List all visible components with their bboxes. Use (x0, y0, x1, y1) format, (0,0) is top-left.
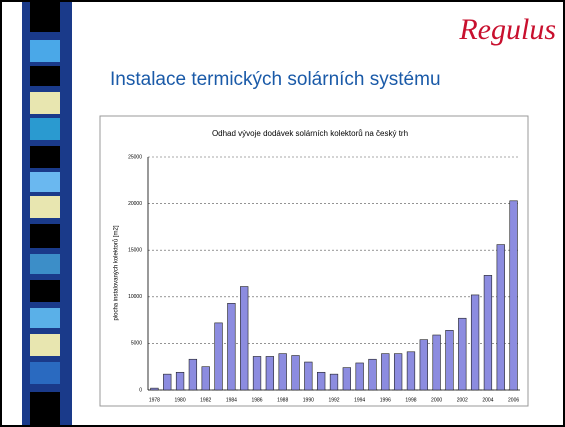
x-tick-label: 1982 (200, 397, 211, 403)
bar (214, 322, 223, 391)
decor-stripe (22, 2, 72, 425)
x-tick-label: 1980 (175, 397, 186, 403)
bar (291, 355, 300, 391)
bar (458, 317, 467, 391)
y-tick-label: 0 (139, 387, 142, 393)
bar (227, 303, 236, 391)
bar (252, 356, 262, 391)
bar (329, 373, 339, 391)
bar (406, 351, 416, 391)
x-tick-label: 1984 (226, 397, 237, 403)
y-axis-label: plocha instalovaných kolektorů [m2] (113, 225, 120, 320)
x-tick-label: 1994 (354, 397, 365, 403)
x-tick-label: 1996 (380, 397, 391, 403)
logo: Regulus (458, 13, 556, 46)
bar (304, 361, 313, 391)
bar (355, 362, 364, 391)
bar (278, 353, 287, 391)
x-tick-label: 2006 (508, 397, 519, 403)
x-tick-label: 2004 (482, 397, 493, 403)
x-tick-label: 2000 (431, 397, 442, 403)
y-tick-label: 25000 (128, 154, 142, 160)
bar (432, 334, 441, 391)
y-tick-label: 15000 (128, 248, 142, 254)
chart-title: Odhad vývoje dodávek solárních kolektorů… (212, 129, 408, 138)
slide-title: Instalace termických solárních systému (110, 69, 441, 90)
x-tick-label: 1998 (405, 397, 416, 403)
bar (163, 373, 172, 391)
bar (445, 330, 454, 391)
bar (496, 244, 505, 391)
bar (175, 371, 185, 391)
bar (419, 339, 428, 391)
bar (393, 353, 403, 391)
chart-frame (99, 115, 529, 407)
bar (150, 387, 159, 391)
bar (381, 353, 390, 391)
y-tick-label: 20000 (128, 201, 142, 207)
bar (509, 200, 518, 391)
x-tick-label: 1978 (149, 397, 160, 403)
x-tick-label: 2002 (457, 397, 468, 403)
bar (201, 366, 210, 391)
y-tick-label: 5000 (131, 341, 142, 347)
x-tick-label: 1990 (303, 397, 314, 403)
bar (342, 367, 351, 391)
bar (483, 275, 493, 391)
bar (240, 286, 249, 391)
x-tick-label: 1988 (277, 397, 288, 403)
bar (188, 358, 198, 391)
x-tick-label: 1992 (328, 397, 339, 403)
bar (470, 294, 480, 391)
bar (265, 356, 275, 391)
bar (317, 371, 326, 391)
bar (368, 358, 377, 391)
y-tick-label: 10000 (128, 294, 142, 300)
x-tick-label: 1986 (251, 397, 262, 403)
